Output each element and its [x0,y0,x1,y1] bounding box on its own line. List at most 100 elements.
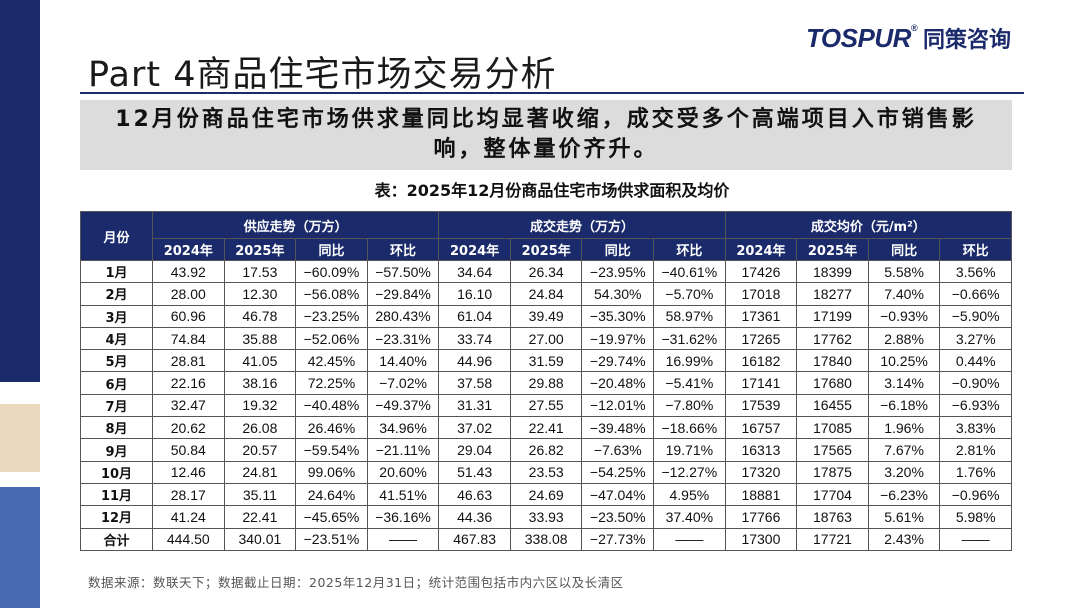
table-row: 7月 32.47 19.32 −40.48% −49.37% 31.31 27.55 −12.… [80,393,1012,418]
table-cell: 10.25% [867,349,941,373]
table-cell: −12.01% [581,393,655,418]
table-cell: 46.63 [438,482,511,507]
table-cell: −57.50% [366,259,440,284]
table-cell: −0.93% [867,304,941,328]
table-cell: −5.41% [653,371,726,395]
table-cell: 16.99% [653,349,726,373]
table-cell: −39.48% [581,416,655,440]
table-cell: 29.04 [438,438,511,462]
table-row: 2月 28.00 12.30 −56.08% −29.84% 16.10 24.84 54.3… [80,282,1012,306]
table-cell: 74.84 [152,326,225,351]
table-cell: 61.04 [438,304,511,328]
column-subheader: 2024年 [724,238,798,261]
table-cell: 18277 [796,282,869,306]
price-group-header: 成交均价（元/m²） [724,211,1013,239]
source-note: 数据来源：数联天下；数据截止日期：2025年12月31日；统计范围包括市内六区以… [88,575,624,590]
column-subheader: 环比 [939,238,1012,261]
subtitle-text: 12月份商品住宅市场供求量同比均显著收缩，成交受多个高端项目入市销售影响，整体量… [115,107,977,162]
table-cell: −45.65% [295,505,368,529]
column-subheader: 同比 [295,238,368,261]
table-cell: 18763 [796,505,869,529]
table-cell: −0.96% [939,482,1012,507]
table-cell: 17.53 [223,259,297,284]
table-cell: −6.93% [939,393,1012,418]
table-cell: 3.14% [867,371,941,395]
table-row: 11月 28.17 35.11 24.64% 41.51% 46.63 24.69 −47.0… [80,482,1012,507]
month-cell: 3月 [80,304,153,328]
table-cell: 17265 [724,326,798,351]
table-cell: 0.44% [939,349,1012,373]
table-cell: 22.41 [223,505,297,529]
table-cell: −7.02% [366,371,440,395]
column-subheader: 同比 [581,238,655,261]
table-cell: −49.37% [366,393,440,418]
month-cell: 12月 [80,505,153,529]
brand-logo: TOSPUR® 同策咨询 [806,22,1011,54]
table-cell: −5.70% [653,282,726,306]
table-cell: 16313 [724,438,798,462]
table-cell: 42.45% [295,349,368,373]
supply-group-header: 供应走势（万方） [151,211,440,239]
table-cell: 5.98% [939,505,1012,529]
table-cell: −23.50% [581,505,655,529]
table-cell: 26.82 [509,438,583,462]
table-cell: 23.53 [509,460,583,484]
month-cell: 6月 [80,371,153,395]
table-cell: −18.66% [653,416,726,440]
total-row: 合计 444.50 340.01 −23.51% —— 467.83 338.08 −27.7… [80,527,1012,551]
table-cell: 17426 [724,259,798,284]
table-cell: 18399 [796,259,869,284]
table-cell: 16.10 [438,282,511,306]
table-cell: 3.56% [939,259,1012,284]
table-row: 8月 20.62 26.08 26.46% 34.96% 37.02 22.41 −39.48… [80,416,1012,440]
month-cell: 1月 [80,259,153,284]
column-subheader: 环比 [366,238,440,261]
table-row: 6月 22.16 38.16 72.25% −7.02% 37.58 29.88 −20.48… [80,371,1012,395]
table-cell: —— [366,527,440,551]
table-cell: 17766 [724,505,798,529]
table-cell: −21.11% [366,438,440,462]
brand-logo-en: TOSPUR® [806,22,918,53]
table-cell: 18881 [724,482,798,507]
table-caption: 表：2025年12月份商品住宅市场供求面积及均价 [374,181,730,200]
transaction-group-header: 成交走势（万方） [438,211,726,239]
table-cell: 17199 [796,304,869,328]
table-cell: 35.11 [223,482,297,507]
table-cell: 12.30 [223,282,297,306]
table-cell: 340.01 [223,527,297,551]
table-cell: 43.92 [152,259,225,284]
table-cell: 1.96% [867,416,941,440]
table-cell: 3.20% [867,460,941,484]
table-cell: 60.96 [152,304,225,328]
table-cell: −0.90% [939,371,1012,395]
table-cell: 20.62 [152,416,225,440]
table-cell: 27.55 [509,393,583,418]
table-cell: 17300 [724,527,798,551]
month-cell: 8月 [80,416,153,440]
month-cell: 5月 [80,349,153,373]
table-cell: 41.05 [223,349,297,373]
table-cell: 28.00 [152,282,225,306]
table-cell: 35.88 [223,326,297,351]
month-cell: 4月 [80,326,153,351]
table-cell: −6.23% [867,482,941,507]
month-cell: 9月 [80,438,153,462]
table-cell: 34.64 [438,259,511,284]
table-cell: −31.62% [653,326,726,351]
table-row: 12月 41.24 22.41 −45.65% −36.16% 44.36 33.93 −23… [80,505,1012,529]
table-cell: 72.25% [295,371,368,395]
table-cell: 22.41 [509,416,583,440]
month-cell: 7月 [80,393,153,418]
table-cell: 17320 [724,460,798,484]
table-cell: −23.51% [295,527,368,551]
table-cell: 17762 [796,326,869,351]
left-navy-band [0,0,40,382]
table-cell: 26.08 [223,416,297,440]
table-cell: 7.67% [867,438,941,462]
table-cell: −7.63% [581,438,655,462]
subheader-row: 2024年 2025年 同比 环比 2024年 2025年 同比 环比 2024年 2025年 同比… [81,238,1012,261]
table-cell: 16455 [796,393,869,418]
table-cell: −47.04% [581,482,655,507]
table-cell: —— [653,527,726,551]
table-cell: 1.76% [939,460,1012,484]
